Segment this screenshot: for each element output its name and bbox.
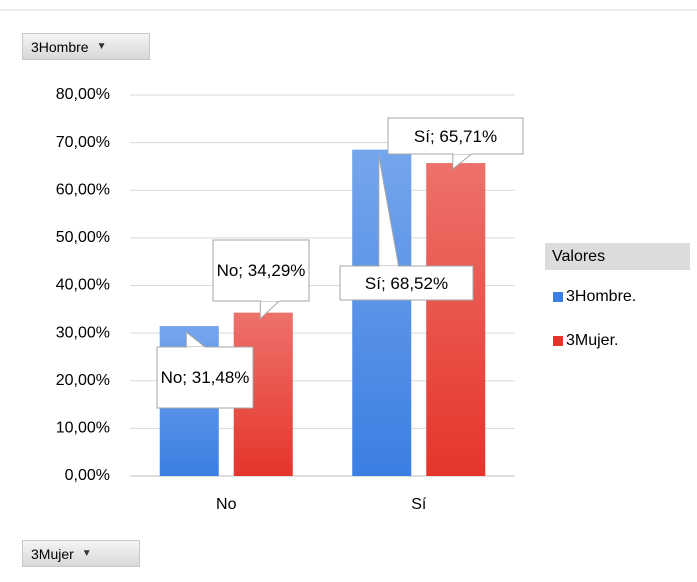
legend-title: Valores [552,248,605,265]
data-label: Sí; 68,52% [364,273,449,293]
y-tick-label: 20,00% [56,372,110,389]
legend-swatch [553,336,563,346]
data-label-box [387,117,524,155]
filter-label: 3Hombre [31,38,89,55]
dropdown-arrow: ▼ [81,548,92,559]
y-tick-label: 80,00% [56,86,110,103]
data-label: No; 31,48% [160,368,250,387]
data-label-box [339,265,474,301]
bar-sheen [426,163,486,476]
axis-field-label: 3Mujer [31,545,74,562]
x-tick-label: Sí [411,496,427,513]
x-tick-label: No [216,496,237,513]
legend-swatch [553,292,563,302]
y-tick-label: 30,00% [56,324,110,341]
axis-field-button[interactable]: 3Mujer ▼ [22,540,140,567]
filter-button[interactable]: 3Hombre ▼ [22,33,150,60]
y-tick-label: 50,00% [56,229,110,246]
y-tick-label: 60,00% [56,181,110,198]
legend-title-bg [545,243,690,270]
y-tick-label: 40,00% [56,277,110,294]
data-label: No; 34,29% [216,261,306,280]
dropdown-arrow: ▼ [96,41,107,52]
data-label-box [212,239,310,302]
legend-label: 3Hombre. [566,288,636,305]
legend-label: 3Mujer. [566,332,618,349]
y-tick-label: 70,00% [56,134,110,151]
data-label: Sí; 65,71% [413,126,498,146]
y-tick-label: 0,00% [65,467,110,484]
data-label-box [156,346,254,409]
y-tick-label: 10,00% [56,420,110,437]
